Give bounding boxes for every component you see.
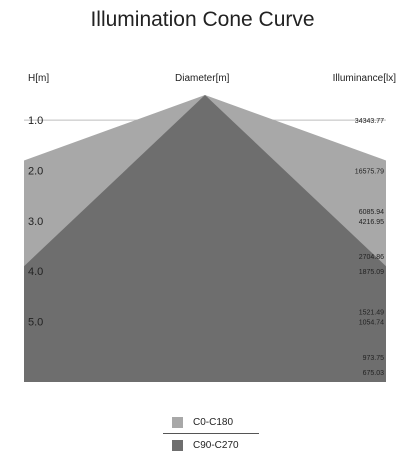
diameter-axis-label: Diameter[m]: [175, 73, 230, 84]
legend-item-c90-c270: C90-C270: [172, 440, 239, 451]
chart-title: Illumination Cone Curve: [90, 8, 315, 31]
illuminance-label-9: 675.03: [363, 370, 385, 377]
height-tick-label-1: 2.0: [28, 166, 43, 178]
illuminance-label-5: 1875.09: [359, 269, 384, 276]
height-axis-label: H[m]: [28, 73, 50, 84]
legend-label-c0-c180: C0-C180: [193, 417, 234, 428]
illuminance-label-3: 4216.95: [359, 219, 384, 226]
illuminance-label-0: 34343.77: [355, 118, 384, 125]
legend-item-c0-c180: C0-C180: [172, 417, 233, 428]
cone-c90-c270: [24, 95, 386, 382]
illuminance-label-7: 1054.74: [359, 320, 384, 327]
height-tick-label-4: 5.0: [28, 317, 43, 329]
illuminance-label-2: 6085.94: [359, 209, 384, 216]
height-tick-label-3: 4.0: [28, 266, 43, 278]
height-tick-label-2: 3.0: [28, 216, 43, 228]
legend-divider: [163, 433, 259, 434]
illuminance-label-1: 16575.79: [355, 169, 384, 176]
illuminance-label-4: 2704.86: [359, 254, 384, 261]
legend-label-c90-c270: C90-C270: [193, 440, 239, 451]
legend-swatch-c90-c270: [172, 440, 183, 451]
illuminance-label-6: 1521.49: [359, 310, 384, 317]
illuminance-label-8: 973.75: [363, 355, 385, 362]
illuminance-axis-label: Illuminance[lx]: [332, 73, 396, 84]
legend-swatch-c0-c180: [172, 417, 183, 428]
height-tick-label-0: 1.0: [28, 115, 43, 127]
